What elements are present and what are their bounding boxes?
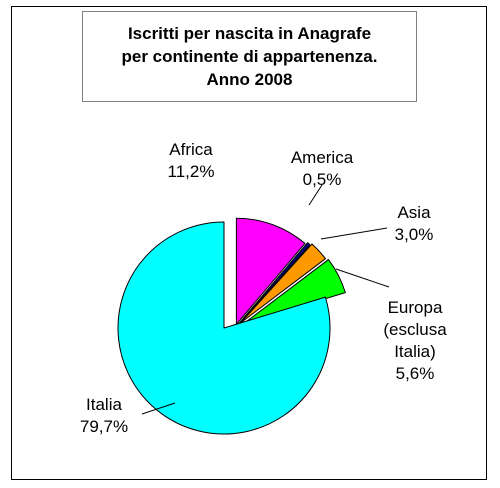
slice-label-america: America 0,5% <box>291 148 354 189</box>
slice-label-asia: Asia 3,0% <box>395 203 434 244</box>
chart-title-line-1: Iscritti per nascita in Anagrafe <box>127 24 372 43</box>
leader-line-europa <box>335 268 390 288</box>
chart-title-line-3: Anno 2008 <box>206 70 293 89</box>
leader-line-italia <box>141 402 176 415</box>
leader-line-america <box>308 184 323 206</box>
leader-line-asia <box>320 227 388 240</box>
pie-slice-america <box>238 242 311 324</box>
chart-frame <box>11 6 487 480</box>
slice-label-italia: Italia 79,7% <box>80 395 128 436</box>
pie-slice-africa <box>235 217 306 325</box>
slice-label-europa: Europa (esclusa Italia) 5,6% <box>383 298 447 383</box>
chart-title-line-2: per continente di appartenenza. <box>121 47 378 66</box>
slice-label-africa: Africa 11,2% <box>168 140 215 181</box>
chart-title: Iscritti per nascita in Anagrafe per con… <box>82 11 417 102</box>
pie-slice-asia <box>240 243 326 324</box>
pie-slice-europa <box>243 259 346 324</box>
pie-slice-italia <box>117 221 331 435</box>
